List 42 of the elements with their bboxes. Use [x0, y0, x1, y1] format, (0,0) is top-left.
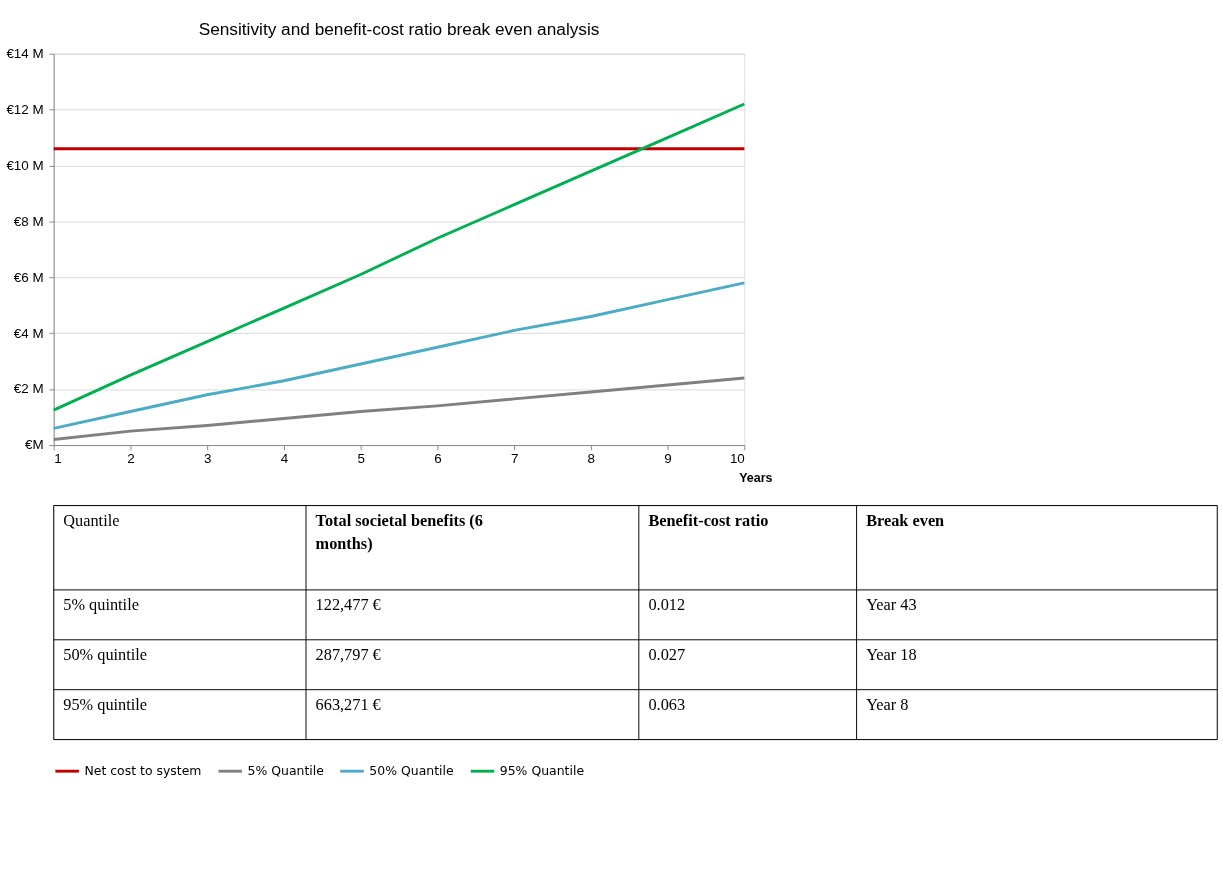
text: 95% quintile: [63, 694, 148, 714]
y-tick-label: €12 M: [6, 101, 44, 117]
text: 0.012: [648, 595, 686, 615]
text: Year 8: [866, 694, 909, 714]
x-tick-label: 6: [434, 450, 442, 466]
y-tick-label: €M: [25, 437, 44, 453]
y-tick-label: €2 M: [13, 381, 44, 397]
x-tick-label: 8: [587, 450, 596, 466]
x-tick-label: 9: [664, 450, 672, 466]
x-tick-label: 2: [127, 450, 135, 466]
text: 0.063: [648, 694, 686, 714]
text: 0.027: [648, 644, 686, 664]
category-label: Break even: [866, 510, 945, 530]
legend-label: 95% Quantile: [499, 763, 585, 779]
line-series: [52, 102, 746, 412]
text: Year 43: [866, 595, 917, 615]
legend-label: Net cost to system: [84, 763, 202, 779]
x-tick-label: 10: [729, 450, 745, 466]
y-tick-label: €8 M: [13, 213, 44, 229]
x-tick-label: 4: [280, 450, 289, 466]
text: Year 18: [866, 644, 917, 664]
text: 50% quintile: [63, 644, 148, 664]
x-tick-label: 3: [203, 450, 212, 466]
x-tick-label: 1: [54, 450, 62, 466]
text: 5% quintile: [63, 595, 139, 615]
category-label: Benefit-cost ratio: [648, 510, 769, 530]
x-tick-label: 5: [357, 450, 365, 466]
text: 287,797 €: [315, 644, 381, 664]
category-label: Quantile: [63, 510, 120, 530]
x-tick-label: 7: [510, 450, 519, 466]
y-tick-label: €14 M: [6, 46, 44, 62]
y-tick-label: €10 M: [6, 157, 44, 173]
category-label: Total societal benefits (6 months): [315, 510, 483, 553]
y-tick-label: €6 M: [13, 269, 44, 285]
y-tick-label: €4 M: [13, 325, 44, 341]
x-axis-title: Years: [739, 470, 773, 485]
text: 122,477 €: [315, 595, 381, 615]
line-series: [52, 281, 746, 430]
legend-label: 5% Quantile: [247, 763, 324, 779]
chart-title: Sensitivity and benefit-cost ratio break even analysis: [198, 19, 600, 40]
text: 663,271 €: [315, 694, 381, 714]
legend-label: 50% Quantile: [369, 763, 454, 779]
